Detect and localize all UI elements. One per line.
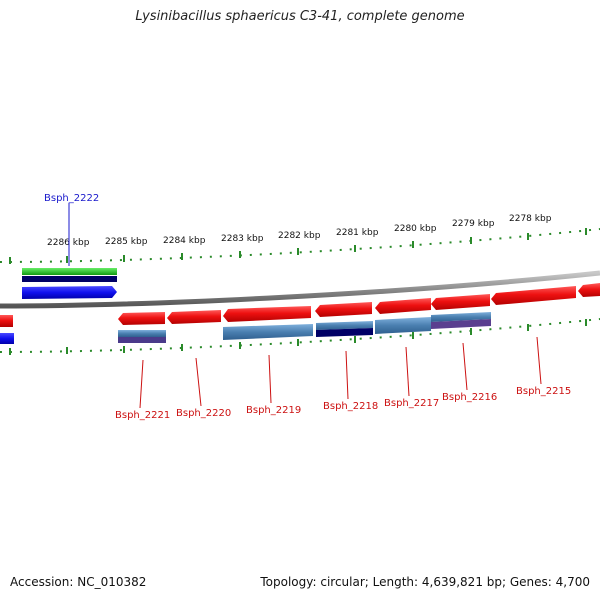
feature-steelblue-bar — [375, 317, 431, 334]
accession-text: Accession: NC_010382 — [10, 575, 147, 589]
reverse-cds-arrow — [431, 294, 490, 310]
reverse-cds-arrow — [118, 312, 165, 325]
genome-backbone — [0, 270, 600, 309]
reverse-cds-arrow — [167, 310, 221, 324]
reverse-cds-arrow — [223, 306, 311, 322]
gene-labels: Bsph_2222 Bsph_2221 Bsph_2220 Bsph_2219 … — [44, 193, 571, 421]
gene-label-bsph-2218: Bsph_2218 — [323, 401, 378, 412]
ruler-labels: 2286 kbp 2285 kbp 2284 kbp 2283 kbp 2282… — [47, 214, 552, 248]
reverse-cds-arrow — [491, 286, 576, 305]
feature-navy-bar — [22, 276, 117, 282]
feature-steelblue-bar — [316, 321, 373, 330]
forward-cds-arrow — [22, 286, 117, 299]
ruler-label: 2280 kbp — [394, 224, 437, 234]
gene-label-bsph-2219: Bsph_2219 — [246, 405, 301, 416]
forward-strand-features — [0, 268, 117, 344]
gene-label-bsph-2215: Bsph_2215 — [516, 386, 571, 397]
forward-cds-arrow-edge — [0, 333, 14, 344]
feature-steelblue-bar — [223, 324, 313, 340]
gene-label-bsph-2222: Bsph_2222 — [44, 193, 99, 204]
reverse-cds-arrow — [315, 302, 372, 317]
feature-purple-bar — [118, 337, 166, 343]
ruler-label: 2278 kbp — [509, 214, 552, 224]
feature-green-bar — [22, 268, 117, 275]
feature-navy-bar — [316, 328, 373, 337]
inner-tick-ring — [0, 318, 600, 355]
outer-tick-ring — [0, 228, 600, 264]
ruler-label: 2282 kbp — [278, 231, 321, 241]
gene-label-bsph-2217: Bsph_2217 — [384, 398, 439, 409]
ruler-label: 2279 kbp — [452, 219, 495, 229]
reverse-strand-cds — [0, 283, 600, 327]
gene-label-bsph-2221: Bsph_2221 — [115, 410, 170, 421]
ruler-label: 2286 kbp — [47, 238, 90, 248]
reverse-cds-arrow — [375, 298, 431, 314]
map-title: Lysinibacillus sphaericus C3-41, complet… — [135, 9, 465, 24]
ruler-label: 2284 kbp — [163, 236, 206, 246]
ruler-label: 2281 kbp — [336, 228, 379, 238]
reverse-cds-arrow — [0, 315, 13, 327]
feature-steelblue-bar — [118, 330, 166, 337]
ruler-label: 2285 kbp — [105, 237, 148, 247]
feature-purple-bar — [431, 319, 491, 329]
feature-steelblue-bar — [431, 312, 491, 322]
genome-summary-text: Topology: circular; Length: 4,639,821 bp… — [260, 575, 590, 589]
gene-label-bsph-2216: Bsph_2216 — [442, 392, 497, 403]
reverse-cds-arrow — [578, 283, 600, 297]
gene-label-bsph-2220: Bsph_2220 — [176, 408, 231, 419]
gene-leader-lines — [68, 203, 542, 409]
ruler-label: 2283 kbp — [221, 234, 264, 244]
reverse-secondary-features — [118, 312, 491, 343]
